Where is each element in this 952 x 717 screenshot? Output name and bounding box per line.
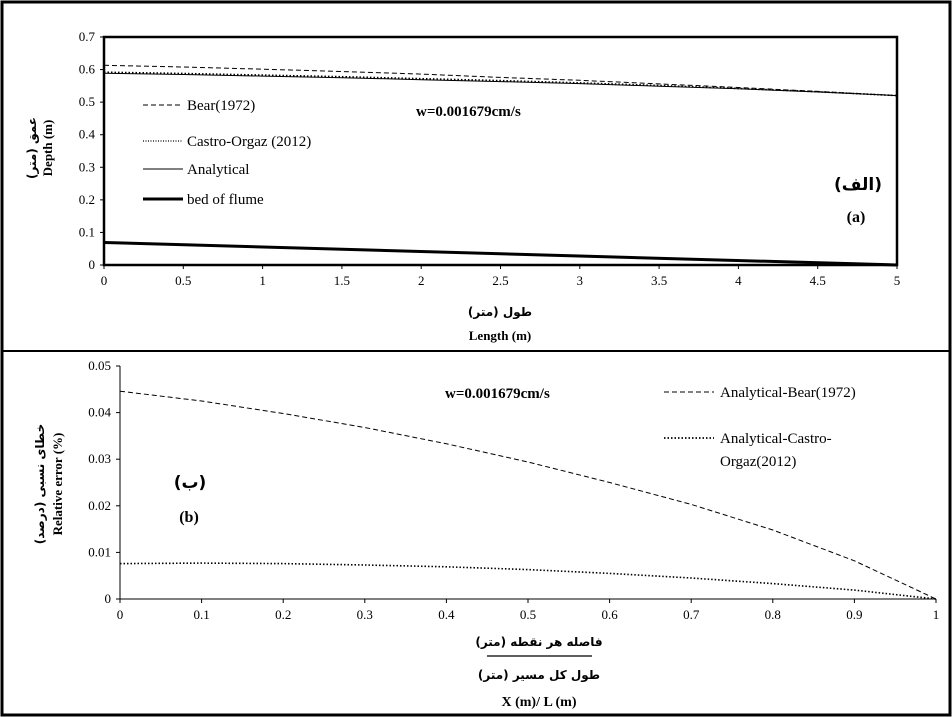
- panel-a: 0 0.1 0.2 0.3 0.4 0.5 0.6 0.7 0 0.5 1 1.5 2 2.5 3 3.5 4…: [25, 29, 900, 343]
- panel-label-ar-b: (ب): [174, 473, 207, 493]
- panel-b: 0 0.01 0.02 0.03 0.04 0.05 0 0.1 0.2 0.3 0.4 0.5 0.…: [33, 358, 939, 710]
- x-tick-label-a-10: 5: [894, 273, 901, 288]
- y-tick-label-a-0: 0: [89, 257, 96, 272]
- x-tick-label-a-7: 3.5: [651, 273, 667, 288]
- series-a: [103, 64, 898, 267]
- series-b: [119, 390, 937, 600]
- y-tick-label-a-5: 0.5: [79, 94, 95, 109]
- legend-b-label-castro-2: Orgaz(2012): [720, 454, 796, 470]
- x-tick-label-b-7: 0.7: [683, 607, 700, 622]
- y-tick-label-b-4: 0.04: [88, 405, 111, 420]
- y-tick-label-a-3: 0.3: [79, 159, 95, 174]
- y-axis-title-b: Relative error (%): [50, 433, 65, 536]
- series-line-b-1: [119, 562, 937, 600]
- x-tick-label-a-4: 2: [418, 273, 425, 288]
- y-tick-label-b-2: 0.02: [88, 498, 111, 513]
- x-tick-label-a-8: 4: [735, 273, 742, 288]
- y-tick-label-a-1: 0.1: [79, 224, 95, 239]
- x-tick-label-b-0: 0: [117, 607, 124, 622]
- x-ticks-a: 0 0.5 1 1.5 2 2.5 3 3.5 4 4.5 5: [101, 265, 901, 288]
- series-line-a-3: [103, 241, 898, 267]
- legend-b: Analytical-Bear(1972) Analytical-Castro-…: [664, 385, 856, 470]
- panel-label-b: (b): [179, 509, 199, 526]
- x-axis-title-ar-a: طول (متر): [468, 305, 532, 320]
- x-axis-title-ar-denominator-b: طول کل مسیر (متر): [478, 668, 600, 683]
- plot-frame-a: [102, 35, 899, 267]
- series-line-a-1: [103, 71, 898, 97]
- x-tick-label-a-2: 1: [259, 273, 266, 288]
- y-tick-label-b-0: 0: [105, 591, 112, 606]
- x-tick-label-b-4: 0.4: [438, 607, 455, 622]
- legend-a-label-bear: Bear(1972): [187, 98, 255, 114]
- x-tick-label-a-5: 2.5: [492, 273, 508, 288]
- y-ticks-b: 0 0.01 0.02 0.03 0.04 0.05: [88, 358, 120, 606]
- legend-a-label-castro: Castro-Orgaz (2012): [187, 134, 311, 150]
- legend-a-label-analytical: Analytical: [187, 162, 249, 178]
- y-tick-label-b-1: 0.01: [88, 544, 111, 559]
- y-axis-title-ar-a: عمق (متر): [25, 117, 39, 179]
- y-tick-label-a-2: 0.2: [79, 192, 95, 207]
- series-line-a-0: [103, 64, 898, 97]
- y-axis-title-ar-b: خطای نسبی (درصد): [33, 424, 47, 545]
- x-tick-label-a-9: 4.5: [810, 273, 826, 288]
- x-tick-label-b-9: 0.9: [846, 607, 862, 622]
- legend-a-label-bed: bed of flume: [187, 192, 264, 208]
- annotation-b: w=0.001679cm/s: [445, 386, 550, 402]
- y-tick-label-b-3: 0.03: [88, 451, 111, 466]
- annotation-a: w=0.001679cm/s: [416, 104, 521, 120]
- y-tick-label-b-5: 0.05: [88, 358, 111, 373]
- x-ticks-b: 0 0.1 0.2 0.3 0.4 0.5 0.6 0.7 0.8 0.9 1: [117, 599, 940, 622]
- x-tick-label-a-3: 1.5: [334, 273, 350, 288]
- x-tick-label-a-1: 0.5: [175, 273, 191, 288]
- x-tick-label-a-0: 0: [101, 273, 108, 288]
- legend-b-label-castro-1: Analytical-Castro-: [720, 431, 832, 447]
- legend-b-label-bear: Analytical-Bear(1972): [720, 385, 856, 401]
- series-line-a-2: [103, 72, 898, 97]
- panel-label-ar-a: (الف): [834, 175, 882, 195]
- y-tick-label-a-7: 0.7: [79, 29, 96, 44]
- x-tick-label-b-6: 0.6: [601, 607, 618, 622]
- x-tick-label-b-8: 0.8: [765, 607, 781, 622]
- x-axis-title-b: X (m)/ L (m): [501, 695, 576, 710]
- x-tick-label-a-6: 3: [577, 273, 584, 288]
- x-axis-title-a: Length (m): [469, 328, 531, 343]
- y-tick-label-a-4: 0.4: [79, 127, 96, 142]
- x-tick-label-b-10: 1: [933, 607, 940, 622]
- x-tick-label-b-3: 0.3: [357, 607, 373, 622]
- y-tick-label-a-6: 0.6: [79, 62, 96, 77]
- panel-label-a: (a): [847, 209, 866, 226]
- y-axis-title-a: Depth (m): [40, 120, 55, 177]
- series-line-b-0: [119, 390, 937, 600]
- x-tick-label-b-2: 0.2: [275, 607, 291, 622]
- x-tick-label-b-5: 0.5: [520, 607, 536, 622]
- legend-a: Bear(1972) Castro-Orgaz (2012) Analytica…: [143, 98, 311, 208]
- x-axis-title-ar-numerator-b: فاصله هر نقطه (متر): [475, 635, 602, 649]
- y-ticks-a: 0 0.1 0.2 0.3 0.4 0.5 0.6 0.7: [79, 29, 104, 272]
- x-tick-label-b-1: 0.1: [193, 607, 209, 622]
